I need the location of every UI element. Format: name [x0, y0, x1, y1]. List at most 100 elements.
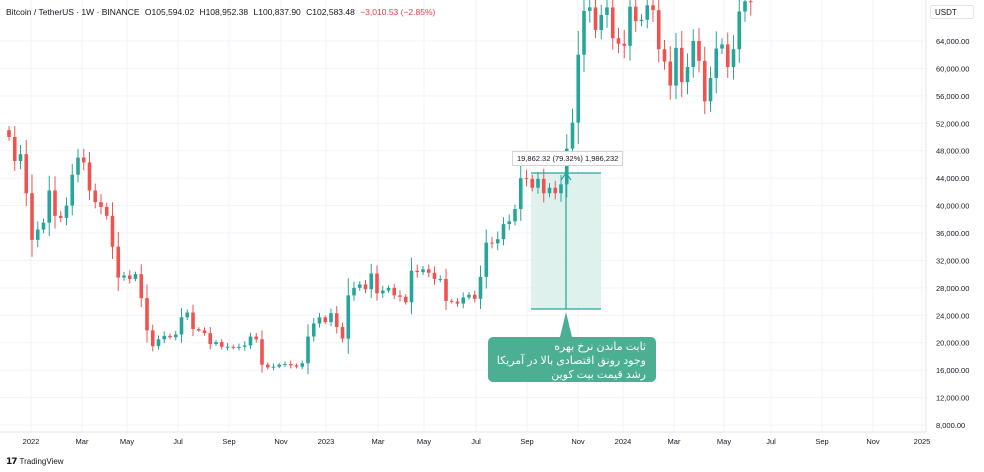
candle [708, 66, 713, 112]
candle [196, 327, 201, 332]
candle [47, 175, 52, 236]
candle [582, 0, 586, 72]
candle [432, 266, 437, 285]
candle [426, 264, 431, 278]
candle [547, 183, 552, 198]
candle [116, 231, 121, 291]
annotation-line-1: ثابت ماندن نرخ بهره [554, 341, 646, 353]
candle [639, 14, 644, 27]
candle [576, 30, 581, 144]
time-tick-label: Jul [471, 437, 481, 446]
currency-selector[interactable]: USDT [930, 5, 974, 19]
time-tick-label: Sep [815, 437, 828, 446]
candle [461, 292, 466, 309]
candle [99, 193, 103, 215]
candle [484, 229, 489, 289]
candle [674, 32, 678, 100]
candle [455, 298, 460, 307]
price-tick-label: 44,000.00 [936, 174, 969, 183]
candle [495, 231, 500, 251]
price-tick-label: 16,000.00 [936, 366, 969, 375]
candle [7, 126, 11, 141]
candle [518, 164, 523, 221]
candle [633, 0, 638, 32]
candle [737, 0, 742, 63]
candle [150, 324, 155, 352]
candle [53, 176, 57, 229]
candle [731, 35, 736, 80]
candle [587, 0, 592, 23]
price-tick-label: 52,000.00 [936, 119, 969, 128]
candle [392, 283, 397, 300]
symbol-name[interactable]: Bitcoin / TetherUS · 1W · BINANCE [6, 7, 140, 17]
tradingview-logo[interactable]: 𝟭𝟳 TradingView [6, 456, 64, 467]
candle [490, 236, 494, 249]
candle [254, 332, 259, 343]
time-tick-label: Nov [571, 437, 585, 446]
candle [179, 308, 184, 343]
candle [306, 324, 310, 375]
price-tick-label: 36,000.00 [936, 229, 969, 238]
candle [271, 363, 276, 371]
measure-tool [531, 171, 601, 310]
candle [369, 263, 374, 298]
price-tick-label: 12,000.00 [936, 394, 969, 403]
time-tick-label: Sep [222, 437, 235, 446]
candle [501, 217, 506, 246]
price-tick-label: 48,000.00 [936, 147, 969, 156]
price-tick-label: 8,000.00 [936, 421, 965, 430]
candle [352, 281, 356, 301]
candle [697, 28, 701, 73]
candle [720, 38, 724, 55]
time-tick-label: 2022 [23, 437, 40, 446]
candle [237, 343, 241, 351]
candle [173, 330, 178, 341]
annotation-callout[interactable]: ثابت ماندن نرخ بهره وجود رونق اقتصادی با… [488, 337, 656, 382]
candle [294, 363, 299, 369]
candle [346, 278, 351, 354]
ohlc-close: C102,583.48 [306, 7, 355, 17]
candle [380, 285, 385, 298]
price-tick-label: 56,000.00 [936, 92, 969, 101]
candle [668, 46, 673, 100]
candle [208, 327, 213, 350]
candle [64, 197, 69, 226]
candle [76, 148, 80, 183]
candlestick-series [7, 0, 753, 375]
candle [691, 29, 696, 78]
tradingview-logo-icon: 𝟭𝟳 [6, 456, 17, 466]
candle [478, 265, 483, 310]
candle [317, 312, 322, 328]
symbol-legend: Bitcoin / TetherUS · 1W · BINANCE O105,5… [6, 7, 438, 17]
ohlc-low: L100,837.90 [253, 7, 301, 17]
candle [219, 339, 224, 350]
candle [375, 265, 379, 301]
candle [58, 211, 63, 223]
candle [277, 363, 282, 369]
candle [122, 271, 126, 281]
candle [386, 285, 391, 293]
candle [656, 0, 661, 63]
candle [467, 292, 471, 300]
candle [202, 327, 207, 336]
candle [415, 264, 420, 278]
candle [541, 168, 546, 203]
candle [41, 218, 46, 234]
annotation-line-3: رشد قیمت بیت کوین [551, 369, 646, 381]
candle [662, 40, 667, 70]
price-tick-label: 60,000.00 [936, 64, 969, 73]
candle [616, 27, 621, 54]
candle [651, 0, 655, 22]
time-tick-label: May [120, 437, 134, 446]
candle [248, 332, 253, 350]
candle [145, 284, 149, 343]
time-tick-label: 2023 [318, 437, 335, 446]
candle [472, 290, 477, 303]
candle [81, 148, 86, 171]
candle [679, 31, 684, 98]
candle [35, 221, 40, 248]
candle [70, 163, 75, 216]
candle [628, 0, 632, 61]
candle [398, 290, 402, 302]
